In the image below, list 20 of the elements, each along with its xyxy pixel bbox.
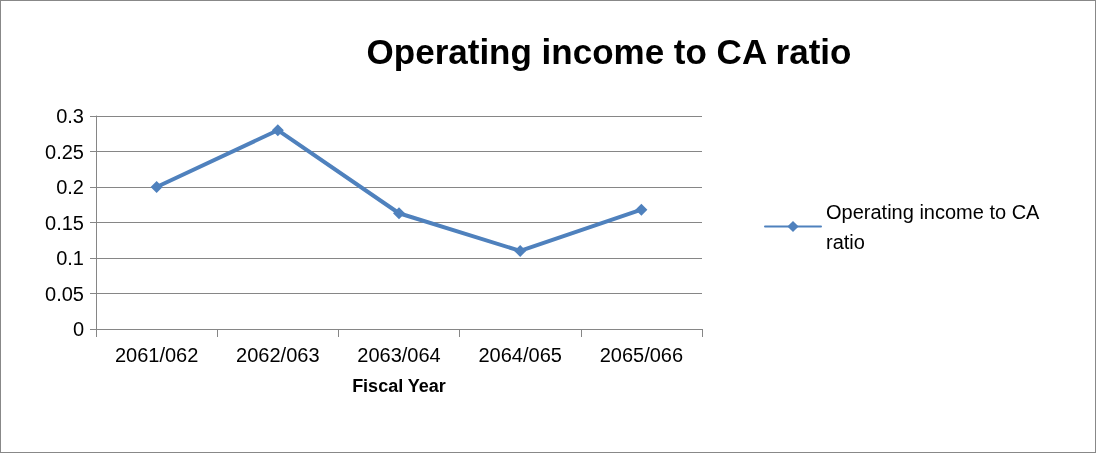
x-tick-label: 2062/063 (236, 344, 320, 366)
y-tick-label: 0.25 (45, 140, 84, 163)
point (514, 244, 527, 257)
y-tick-label: 0.2 (56, 176, 84, 198)
x-tick-label: 2061/062 (114, 344, 199, 366)
x-tick-label: 2065/066 (599, 344, 684, 366)
y-tick-label: 0.1 (56, 247, 84, 269)
y-tick-label: 0 (72, 318, 84, 340)
point (635, 203, 648, 216)
x-axis-title: Fiscal Year (352, 376, 446, 396)
point (271, 124, 284, 137)
x-tick-label: 2063/064 (357, 344, 441, 366)
x-tick-label: 2064/065 (478, 344, 562, 366)
chart-title: Operating income to CA ratio (366, 32, 852, 71)
y-tick-label: 0.3 (56, 105, 84, 127)
y-tick-label: 0.05 (45, 282, 84, 305)
point (393, 207, 405, 220)
legend-label: Operating income to CA ratio (826, 200, 1044, 253)
y-tick-label: 0.15 (45, 211, 84, 234)
point (150, 181, 163, 193)
